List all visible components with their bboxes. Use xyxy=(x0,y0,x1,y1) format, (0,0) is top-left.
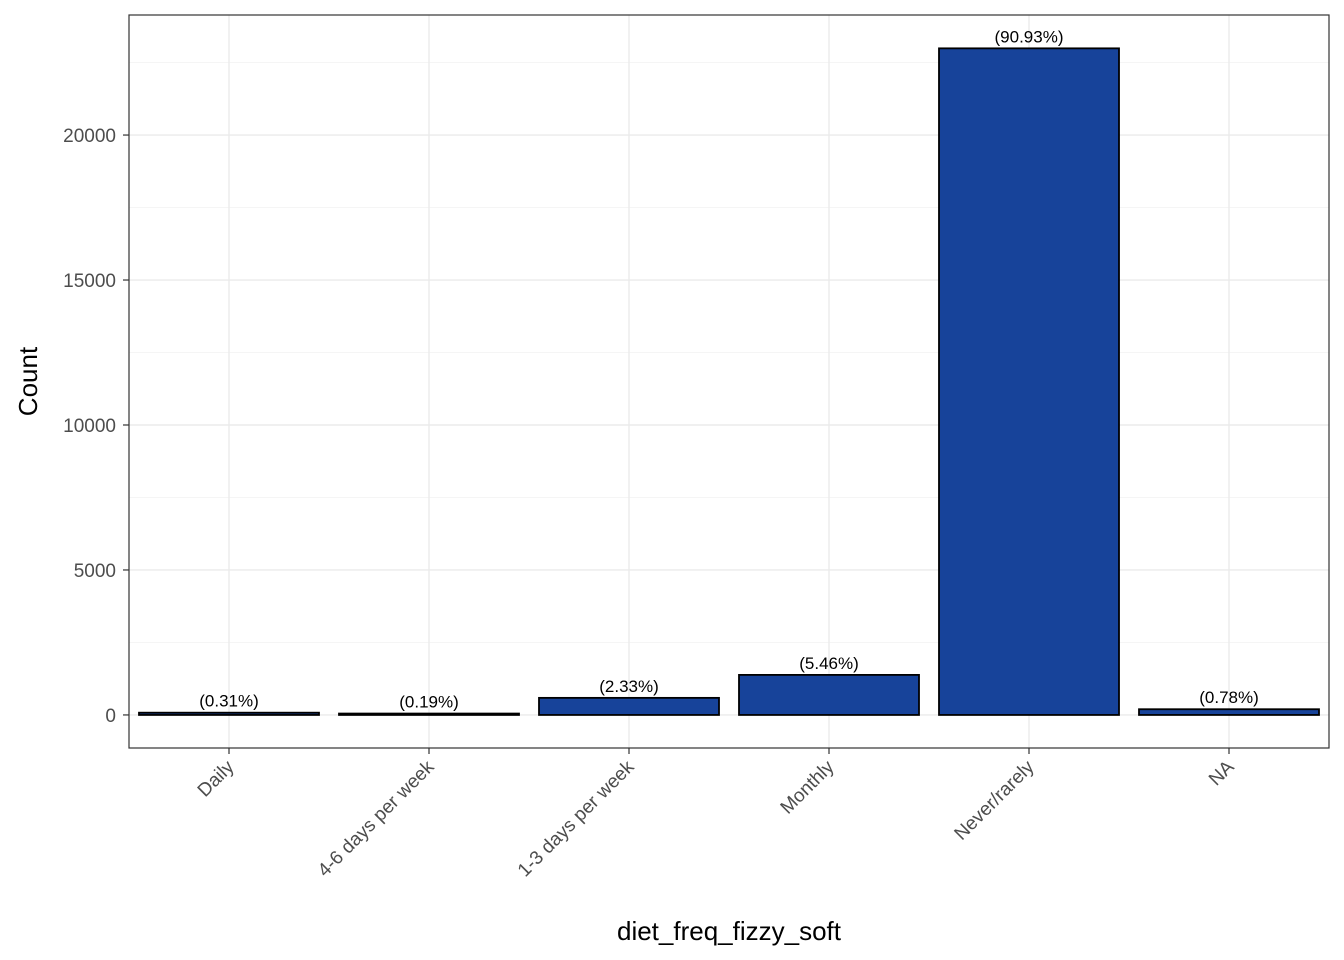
y-tick-label: 15000 xyxy=(63,271,116,292)
y-axis: 0 5000 10000 15000 20000 xyxy=(63,126,129,727)
grid-lines xyxy=(129,15,1329,748)
bar xyxy=(938,47,1120,716)
bar xyxy=(138,711,320,716)
y-tick-label: 20000 xyxy=(63,126,116,147)
bar-data-label: (0.31%) xyxy=(199,692,259,711)
bar-data-label: (0.19%) xyxy=(399,693,459,712)
y-axis-title: Count xyxy=(13,346,43,416)
bar-labels: (0.31%) (0.19%) (2.33%) (5.46%) (90.93%) (0.7… xyxy=(199,27,1259,711)
bars xyxy=(138,47,1320,716)
bar-data-label: (5.46%) xyxy=(799,654,859,673)
bar xyxy=(1138,708,1320,716)
y-tick-label: 5000 xyxy=(74,561,116,582)
y-tick-label: 10000 xyxy=(63,416,116,437)
bar-data-label: (2.33%) xyxy=(599,677,659,696)
panel-border xyxy=(128,14,1330,749)
y-tick-label: 0 xyxy=(105,706,116,727)
bar xyxy=(538,696,720,716)
x-axis-title: diet_freq_fizzy_soft xyxy=(617,916,842,946)
bar-data-label: (90.93%) xyxy=(995,27,1064,46)
bar-data-label: (0.78%) xyxy=(1199,688,1259,707)
bar xyxy=(738,674,920,716)
bar xyxy=(338,712,520,716)
